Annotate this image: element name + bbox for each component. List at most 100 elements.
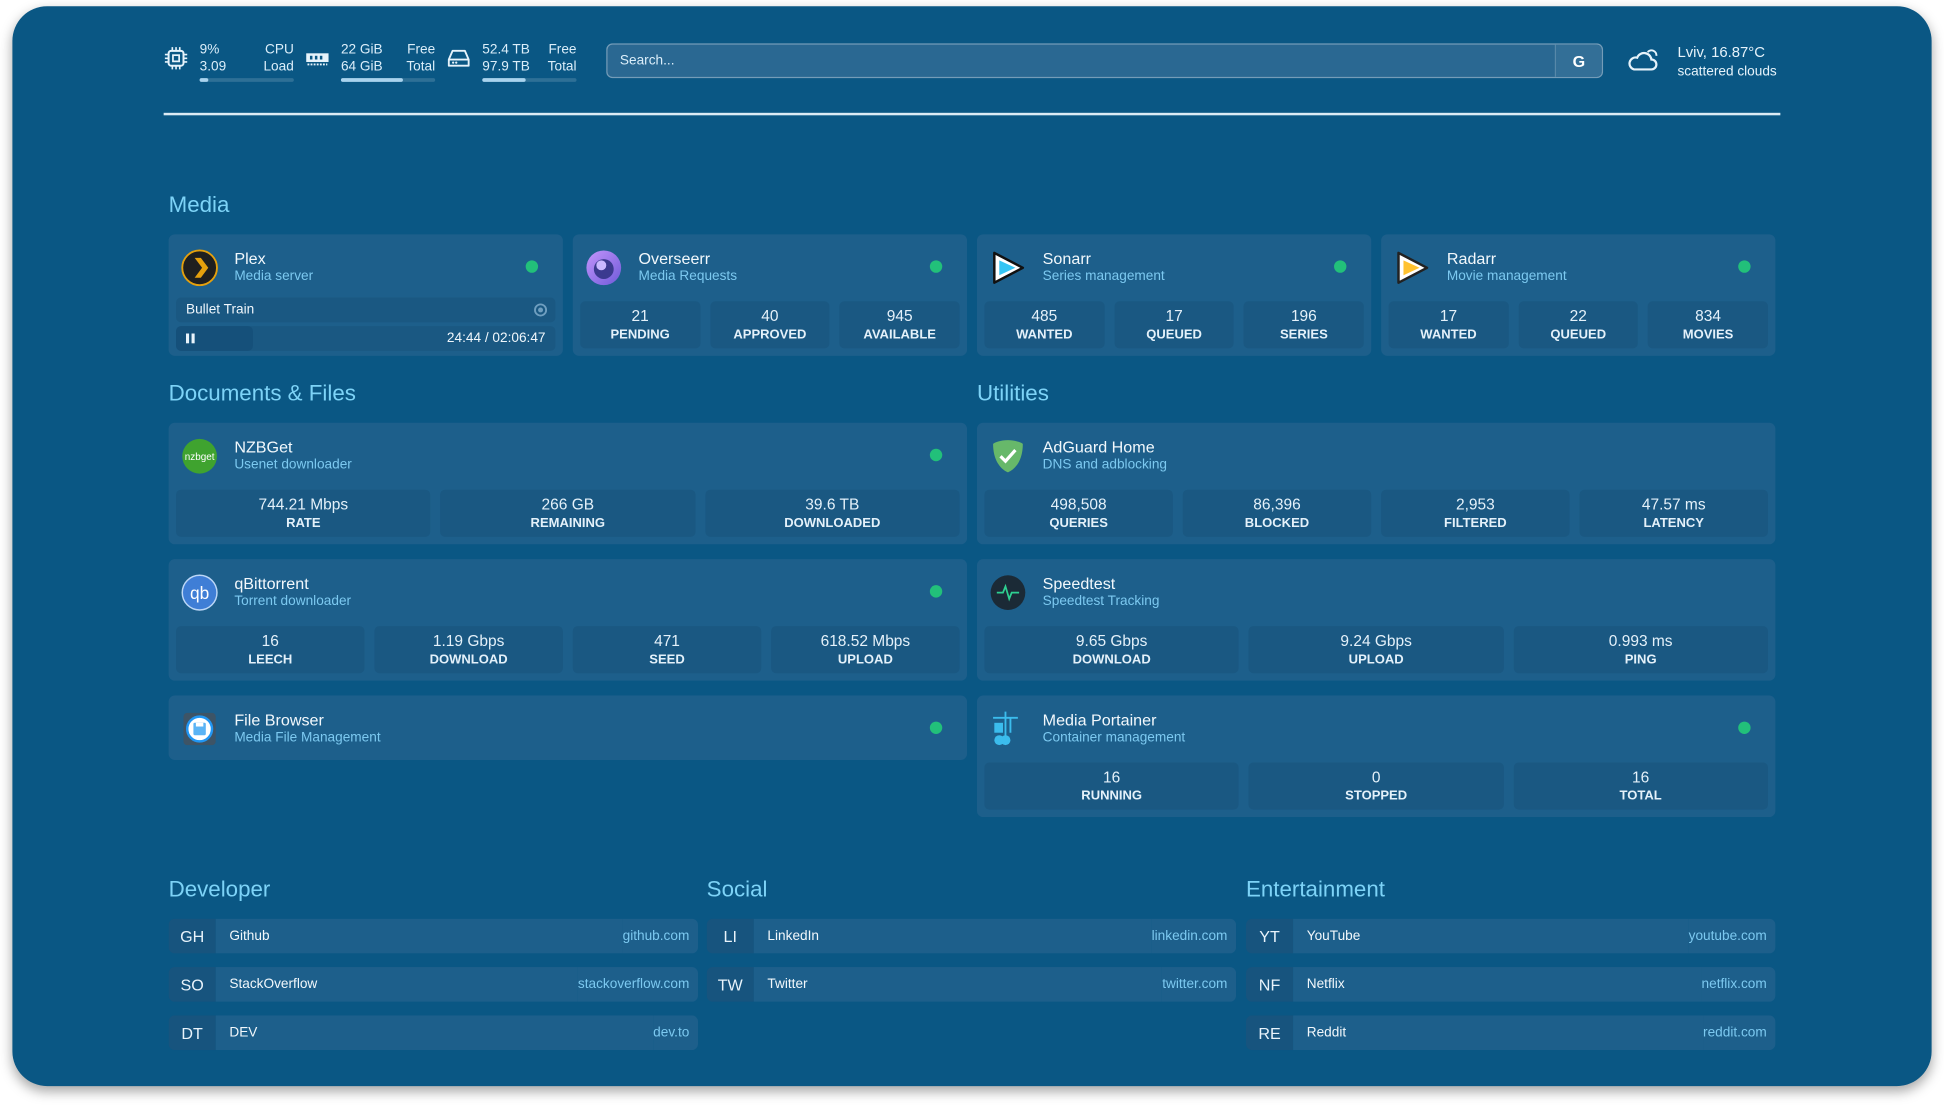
bookmark-dev[interactable]: DT DEV dev.to <box>168 1015 699 1051</box>
stat-label: QUEUED <box>1550 327 1607 343</box>
section-title-developer: Developer <box>168 876 271 902</box>
service-card-overseerr[interactable]: Overseerr Media Requests 21 PENDING 40 APPROV… <box>572 234 968 356</box>
bookmark-name: StackOverflow <box>215 967 578 1002</box>
stat-upload: 9.24 Gbps UPLOAD <box>1248 626 1504 674</box>
bookmark-url[interactable]: youtube.com <box>1688 918 1776 954</box>
service-stats: 485 WANTED 17 QUEUED 196 SERIES <box>984 301 1364 349</box>
bookmark-reddit[interactable]: RE Reddit reddit.com <box>1245 1015 1776 1051</box>
stat-label: AVAILABLE <box>863 327 936 343</box>
service-card-plex[interactable]: Plex Media server Bullet Train 24:44 / 02:0… <box>168 234 563 356</box>
info-icon[interactable] <box>533 303 548 318</box>
radarr-icon <box>1394 249 1431 286</box>
now-playing[interactable]: Bullet Train <box>176 297 556 323</box>
weather-location-temp: Lviv, 16.87°C <box>1677 43 1766 61</box>
bookmark-url[interactable]: reddit.com <box>1703 1015 1776 1051</box>
bookmark-url[interactable]: linkedin.com <box>1151 918 1237 954</box>
stat-available: 945 AVAILABLE <box>839 301 960 349</box>
stat-ping: 0.993 ms PING <box>1513 626 1768 674</box>
bookmark-github[interactable]: GH Github github.com <box>168 918 699 954</box>
stat-label: SERIES <box>1279 327 1328 343</box>
service-card-sonarr[interactable]: Sonarr Series management 485 WANTED 17 QUEUED… <box>976 234 1372 356</box>
service-card-file-browser[interactable]: File Browser Media File Management <box>168 695 968 760</box>
bookmark-url[interactable]: github.com <box>622 918 699 954</box>
bookmark-name: Github <box>215 918 623 954</box>
service-card-speedtest[interactable]: Speedtest Speedtest Tracking 9.65 Gbps DOWN… <box>976 559 1776 681</box>
stat-value: 2,953 <box>1455 495 1495 514</box>
stat-value: 196 <box>1290 307 1317 325</box>
stat-label: APPROVED <box>733 327 807 343</box>
pause-icon[interactable] <box>185 333 196 344</box>
service-card-radarr[interactable]: Radarr Movie management 17 WANTED 22 QUEUED 83… <box>1381 234 1776 356</box>
stat-value: 266 GB <box>541 495 595 514</box>
stat-value: 16 <box>1103 768 1121 787</box>
stat-latency: 47.57 ms LATENCY <box>1579 489 1768 537</box>
stat-value: 86,396 <box>1253 495 1301 514</box>
stat-label: QUERIES <box>1049 515 1108 531</box>
portainer-icon <box>989 710 1026 747</box>
filebrowser-icon <box>181 710 218 747</box>
search-bar[interactable]: Search... G <box>606 43 1604 79</box>
stat-blocked: 86,396 BLOCKED <box>1182 489 1372 537</box>
bookmark-linkedin[interactable]: LI LinkedIn linkedin.com <box>706 918 1237 954</box>
total-label: Total <box>406 59 436 75</box>
bookmark-stackoverflow[interactable]: SO StackOverflow stackoverflow.com <box>168 967 699 1002</box>
status-indicator <box>929 260 943 273</box>
stat-wanted: 17 WANTED <box>1388 301 1509 349</box>
bookmark-url[interactable]: dev.to <box>653 1015 699 1051</box>
status-indicator <box>1738 260 1751 273</box>
stat-queued: 22 QUEUED <box>1518 301 1639 349</box>
qbittorrent-icon: qb <box>181 574 218 611</box>
weather-condition: scattered clouds <box>1677 64 1777 80</box>
bookmark-name: Twitter <box>753 967 1163 1002</box>
service-name: qBittorrent <box>234 574 309 593</box>
service-card-qbittorrent[interactable]: qb qBittorrent Torrent downloader 16 LEECH 1.… <box>168 559 968 681</box>
stat-queries: 498,508 QUERIES <box>984 489 1173 537</box>
bookmark-abbr: SO <box>168 967 216 1002</box>
bookmark-name: YouTube <box>1293 918 1689 954</box>
bookmark-url[interactable]: twitter.com <box>1162 967 1237 1002</box>
stat-stopped: 0 STOPPED <box>1248 762 1504 810</box>
bookmark-name: LinkedIn <box>753 918 1152 954</box>
bookmark-netflix[interactable]: NF Netflix netflix.com <box>1245 967 1776 1002</box>
stat-label: DOWNLOAD <box>1072 652 1151 668</box>
stat-label: UPLOAD <box>837 652 893 668</box>
bookmark-url[interactable]: stackoverflow.com <box>577 967 699 1002</box>
bookmark-abbr: TW <box>706 967 754 1002</box>
section-title-utilities: Utilities <box>976 380 1049 406</box>
status-indicator <box>929 721 943 734</box>
search-engine-button[interactable]: G <box>1554 44 1602 77</box>
service-card-nzbget[interactable]: nzbget NZBGet Usenet downloader 744.21 Mbps… <box>168 422 968 545</box>
bookmark-url[interactable]: netflix.com <box>1701 967 1776 1002</box>
stat-label: SEED <box>649 652 685 668</box>
stat-label: RUNNING <box>1081 788 1143 804</box>
stat-value: 9.65 Gbps <box>1075 632 1148 650</box>
service-card-media-portainer[interactable]: Media Portainer Container management 16 RUN… <box>976 695 1776 818</box>
status-indicator <box>1738 721 1751 734</box>
cpu-icon <box>164 47 188 70</box>
service-card-adguard-home[interactable]: AdGuard Home DNS and adblocking 498,508 QUE… <box>976 422 1776 545</box>
load-label: Load <box>263 59 294 75</box>
stat-label: WANTED <box>1016 327 1073 343</box>
stat-value: 618.52 Mbps <box>820 632 911 650</box>
stat-value: 22 <box>1569 307 1587 325</box>
stat-queued: 17 QUEUED <box>1114 301 1235 349</box>
bookmark-name: DEV <box>215 1015 654 1051</box>
stat-value: 16 <box>261 632 279 650</box>
service-description: Speedtest Tracking <box>1042 593 1160 609</box>
bookmark-abbr: NF <box>1245 967 1294 1002</box>
bookmark-youtube[interactable]: YT YouTube youtube.com <box>1245 918 1776 954</box>
bookmark-twitter[interactable]: TW Twitter twitter.com <box>706 967 1237 1002</box>
section-title-entertainment: Entertainment <box>1245 876 1385 902</box>
bookmark-abbr: RE <box>1245 1015 1294 1051</box>
stat-leech: 16 LEECH <box>176 626 365 674</box>
stat-value: 1.19 Gbps <box>432 632 505 650</box>
service-description: DNS and adblocking <box>1042 457 1168 473</box>
stat-series: 196 SERIES <box>1243 301 1364 349</box>
service-description: Torrent downloader <box>234 593 352 609</box>
stat-label: DOWNLOAD <box>429 652 508 668</box>
bookmark-abbr: DT <box>168 1015 216 1051</box>
service-description: Series management <box>1042 269 1165 284</box>
service-description: Movie management <box>1446 269 1567 284</box>
search-input[interactable]: Search... <box>619 53 675 69</box>
stat-label: WANTED <box>1420 327 1477 343</box>
